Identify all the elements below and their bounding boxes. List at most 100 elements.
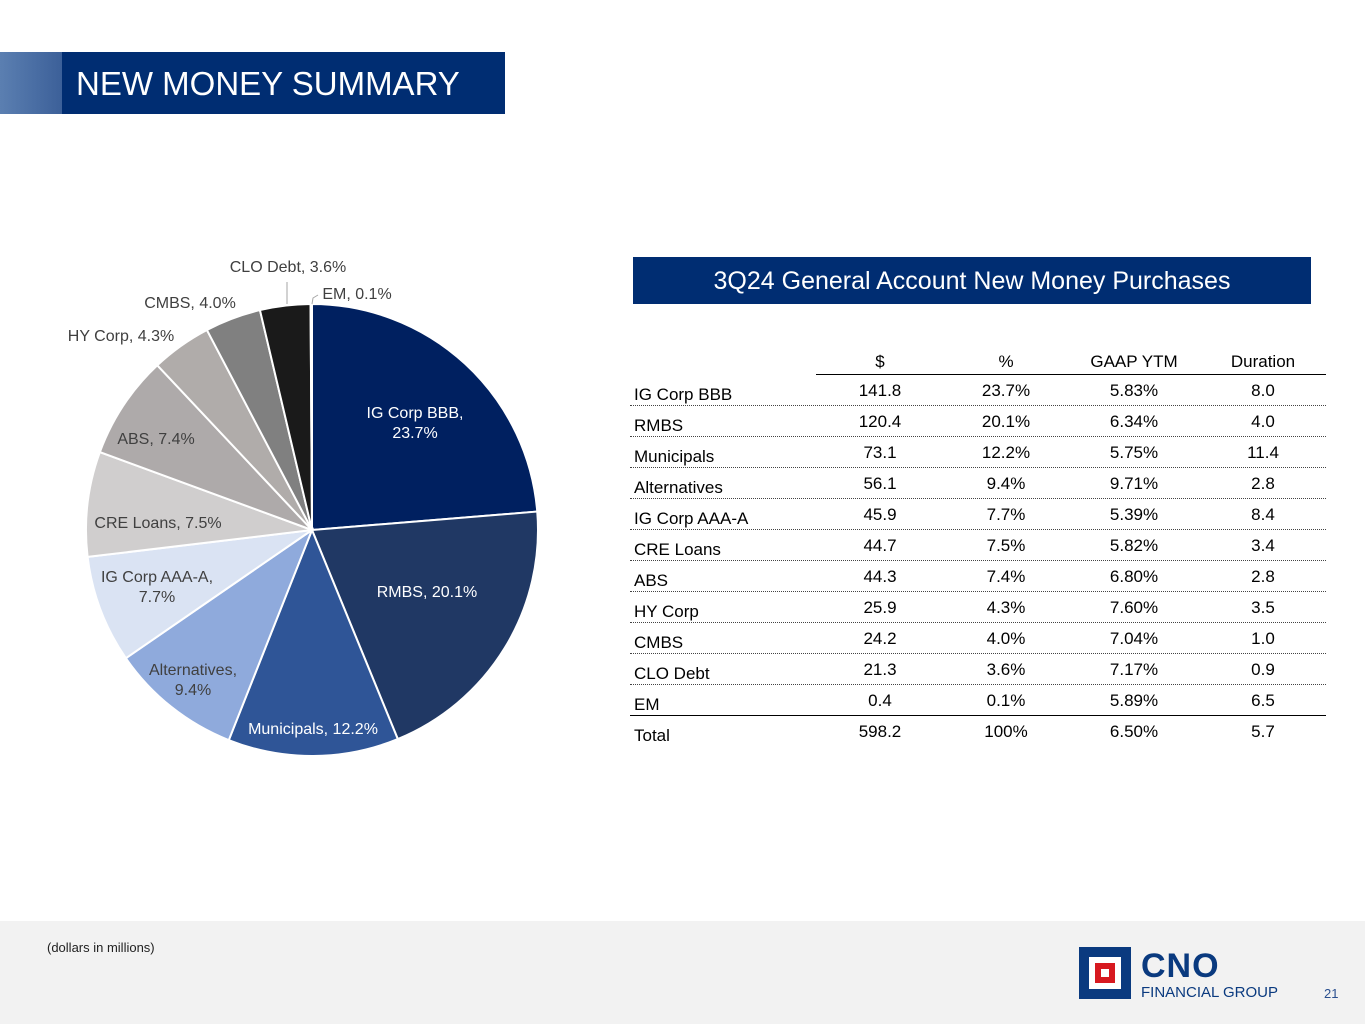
row-label: ABS [634,571,669,590]
column-header-ytm: GAAP YTM [1090,352,1178,371]
table-row: CRE Loans 44.7 7.5% 5.82% 3.4 [630,530,1326,561]
row-pct: 20.1% [981,412,1031,431]
cno-logo: CNO FINANCIAL GROUP [1079,947,1309,1003]
table-row: Alternatives 56.1 9.4% 9.71% 2.8 [630,468,1326,499]
row-label: CRE Loans [634,540,721,559]
leader-line-em [311,294,319,305]
row-label: IG Corp AAA-A [634,509,749,528]
row-ytm: 6.80% [1109,567,1159,586]
row-ytm: 5.89% [1109,691,1159,710]
table-row: CLO Debt 21.3 3.6% 7.17% 0.9 [630,654,1326,685]
logo-mark-icon [1079,947,1131,999]
row-pct: 7.5% [986,536,1026,555]
pie-slice-em [309,302,313,531]
row-amount: 45.9 [863,505,897,524]
row-label: EM [634,695,660,714]
row-amount: 44.3 [863,567,897,586]
row-label: CLO Debt [634,664,710,683]
row-label: IG Corp BBB [634,385,733,404]
pie-chart: IG Corp BBB, 23.7% RMBS, 20.1% Municipals, … [68,259,539,757]
row-pct: 23.7% [981,381,1031,400]
row-pct: 7.7% [986,505,1026,524]
row-label: RMBS [634,416,684,435]
pie-label-cre-loans: CRE Loans, 7.5% [94,515,221,532]
table-row: EM 0.4 0.1% 5.89% 6.5 [630,685,1326,716]
pie-label-rmbs: RMBS, 20.1% [377,584,477,601]
column-header-amount: $ [875,352,885,371]
table-row: ABS 44.3 7.4% 6.80% 2.8 [630,561,1326,592]
pie-slice-ig-corp-bbb [311,302,539,532]
row-ytm: 5.75% [1109,443,1159,462]
row-pct: 3.6% [986,660,1026,679]
row-amount: 56.1 [863,474,897,493]
row-duration: 8.4 [1251,505,1275,524]
row-duration: 4.0 [1251,412,1275,431]
row-pct: 7.4% [986,567,1026,586]
logo-name: CNO [1141,947,1220,985]
pie-slice-municipals [227,527,400,757]
row-ytm: 7.17% [1109,660,1159,679]
page-title: NEW MONEY SUMMARY [76,65,460,102]
row-duration: 11.4 [1247,443,1279,462]
row-amount: 21.3 [863,660,897,679]
row-duration: 6.5 [1251,691,1275,710]
pie-label-ig-corp-aaa-a: IG Corp AAA-A, 7.7% [101,569,213,606]
title-accent-block [0,52,62,114]
row-duration: 3.4 [1251,536,1275,555]
row-amount: 0.4 [868,691,892,710]
table-body: IG Corp BBB 141.8 23.7% 5.83% 8.0 RMBS 120.4 20… [630,375,1326,716]
row-ytm: 9.71% [1109,474,1159,493]
pie-slice-ig-corp-aaa-a [86,529,313,660]
total-amount: 598.2 [858,722,902,741]
row-amount: 24.2 [863,629,897,648]
total-duration: 5.7 [1251,722,1275,741]
table-row: Municipals 73.1 12.2% 5.75% 11.4 [630,437,1326,468]
table-row: RMBS 120.4 20.1% 6.34% 4.0 [630,406,1326,437]
pie-label-abs: ABS, 7.4% [117,431,194,448]
row-pct: 4.3% [986,598,1026,617]
row-pct: 12.2% [981,443,1031,462]
pie-slice-cre-loans [85,450,313,559]
pie-label-ig-corp-bbb: IG Corp BBB, 23.7% [367,405,464,442]
pie-label-alternatives: Alternatives, 9.4% [149,662,237,699]
page-number: 21 [1324,986,1339,1001]
total-label: Total [634,726,670,745]
row-duration: 8.0 [1251,381,1275,400]
title-bar [62,52,505,114]
table-total-row: Total 598.2 100% 6.50% 5.7 [630,715,1326,746]
row-label: Municipals [634,447,715,466]
total-pct: 100% [984,722,1028,741]
table-row: IG Corp BBB 141.8 23.7% 5.83% 8.0 [630,375,1326,406]
column-header-pct: % [998,352,1014,371]
row-ytm: 7.60% [1109,598,1159,617]
row-pct: 0.1% [986,691,1026,710]
logo-subtitle: FINANCIAL GROUP [1141,984,1278,1001]
row-ytm: 6.34% [1109,412,1159,431]
row-amount: 141.8 [858,381,902,400]
row-ytm: 7.04% [1109,629,1159,648]
row-duration: 3.5 [1251,598,1275,617]
pie-slice-rmbs [310,510,539,741]
row-pct: 4.0% [986,629,1026,648]
column-header-duration: Duration [1230,352,1296,371]
purchases-table: $ % GAAP YTM Duration IG Corp BBB 141.8 23… [630,350,1326,746]
pie-label-hy-corp: HY Corp, 4.3% [68,328,174,345]
row-label: HY Corp [634,602,699,621]
row-amount: 25.9 [863,598,897,617]
row-ytm: 5.39% [1109,505,1159,524]
pie-slice-alternatives [124,527,315,742]
table-header-row: $ % GAAP YTM Duration [816,350,1326,375]
pie-label-municipals: Municipals, 12.2% [248,721,378,738]
row-duration: 1.0 [1251,629,1275,648]
footer-band [0,921,1365,1024]
row-ytm: 5.83% [1109,381,1159,400]
pie-label-cmbs: CMBS, 4.0% [144,295,236,312]
row-pct: 9.4% [986,474,1026,493]
table-row: CMBS 24.2 4.0% 7.04% 1.0 [630,623,1326,654]
table-title: 3Q24 General Account New Money Purchases [633,257,1311,304]
pie-label-clo-debt: CLO Debt, 3.6% [230,259,347,276]
row-duration: 0.9 [1251,660,1275,679]
row-amount: 73.1 [863,443,897,462]
row-duration: 2.8 [1251,474,1275,493]
row-amount: 120.4 [858,412,902,431]
